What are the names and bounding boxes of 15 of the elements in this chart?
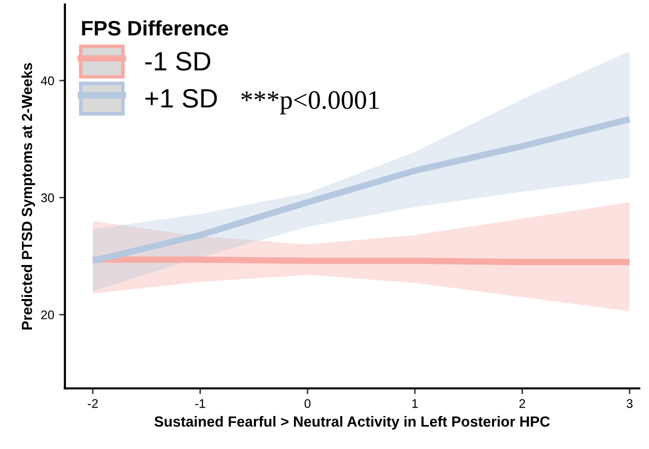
x-axis-title: Sustained Fearful > Neutral Activity in Left Posterior HPC (154, 416, 550, 430)
y-tick-label: 40 (40, 76, 54, 86)
legend-label: +1 SD (145, 89, 217, 108)
x-tick-label: 0 (304, 399, 311, 408)
x-tick-label: 3 (626, 399, 633, 408)
y-tick-label: 20 (41, 310, 54, 320)
x-tick-label: -2 (88, 399, 98, 408)
y-tick-label: 30 (41, 193, 54, 202)
legend-title: FPS Difference (82, 20, 228, 36)
x-tick-label: -1 (195, 399, 206, 408)
x-tick-label: 1 (412, 399, 418, 408)
legend-label: -1 SD (145, 52, 210, 71)
x-tick-label: 2 (519, 399, 526, 408)
y-axis-title: Predicted PTSD Symptoms at 2-Weeks (21, 63, 36, 330)
annotation: ***p<0.0001 (241, 91, 379, 114)
